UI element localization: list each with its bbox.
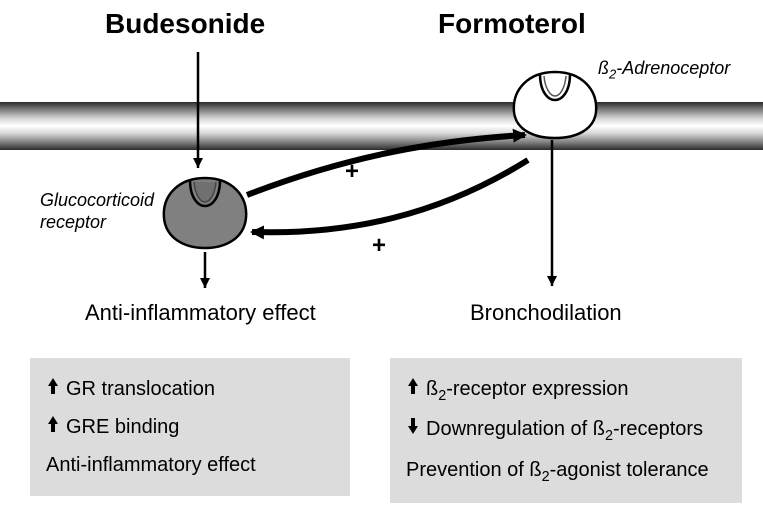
cell-membrane xyxy=(0,102,763,150)
right-info-box: ß2-receptor expression Downregulation of… xyxy=(390,358,742,503)
gr-label-line2: receptor xyxy=(40,212,106,232)
interaction-arrow-down xyxy=(252,160,528,232)
drug-title-left: Budesonide xyxy=(105,8,265,40)
rb-l3-sub: 2 xyxy=(542,469,550,485)
right-box-line1: ß2-receptor expression xyxy=(406,370,726,410)
glucocorticoid-receptor-icon xyxy=(164,178,246,248)
plus-bottom: + xyxy=(372,232,386,260)
drug-title-right: Formoterol xyxy=(438,8,586,40)
right-box-line2: Downregulation of ß2-receptors xyxy=(406,410,726,450)
plus-top: + xyxy=(345,158,359,186)
left-box-line3: Anti-inflammatory effect xyxy=(46,446,334,484)
rb-l1-suffix: -receptor expression xyxy=(446,378,628,400)
left-box-l1-text: GR translocation xyxy=(66,378,215,400)
up-arrow-icon xyxy=(46,370,60,408)
rb-l2-prefix: Downregulation of ß xyxy=(426,418,605,440)
up-arrow-icon xyxy=(46,408,60,446)
left-info-box: GR translocation GRE binding Anti-inflam… xyxy=(30,358,350,496)
beta2-adrenoceptor-label: ß2-Adrenoceptor xyxy=(598,58,730,82)
left-box-line1: GR translocation xyxy=(46,370,334,408)
rb-l2-suffix: -receptors xyxy=(613,418,703,440)
anti-inflammatory-label: Anti-inflammatory effect xyxy=(85,300,316,326)
gr-label-line1: Glucocorticoid xyxy=(40,190,154,210)
glucocorticoid-receptor-label: Glucocorticoid receptor xyxy=(40,190,154,233)
bronchodilation-label: Bronchodilation xyxy=(470,300,622,326)
down-arrow-icon xyxy=(406,410,420,448)
up-arrow-icon xyxy=(406,370,420,408)
rb-l2-sub: 2 xyxy=(605,428,613,444)
right-box-line3: Prevention of ß2-agonist tolerance xyxy=(406,451,726,491)
b2-prefix: ß xyxy=(598,58,609,78)
rb-l3-suffix: -agonist tolerance xyxy=(550,459,709,481)
rb-l1-prefix: ß xyxy=(426,378,438,400)
b2-suffix: -Adrenoceptor xyxy=(616,58,730,78)
left-box-l3-text: Anti-inflammatory effect xyxy=(46,454,256,476)
rb-l3-prefix: Prevention of ß xyxy=(406,459,542,481)
left-box-line2: GRE binding xyxy=(46,408,334,446)
left-box-l2-text: GRE binding xyxy=(66,416,179,438)
